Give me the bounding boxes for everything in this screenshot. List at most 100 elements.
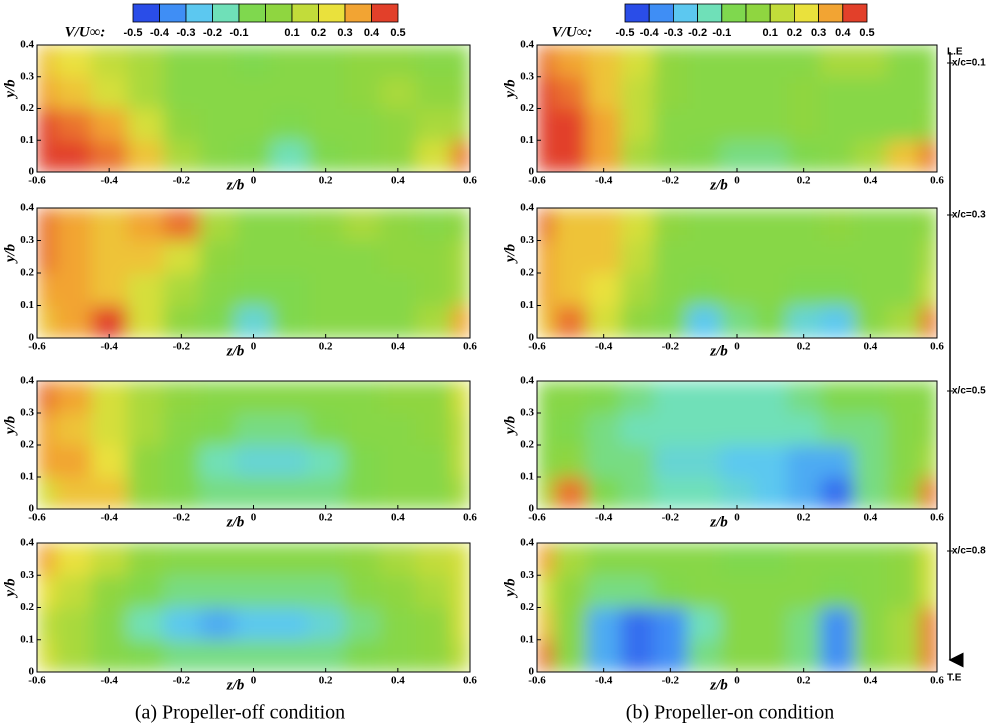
y-tick-label: 0.4 <box>20 202 34 214</box>
field-cell <box>537 140 555 173</box>
x-tick-label: 0.6 <box>930 341 944 353</box>
field-cell <box>587 445 621 478</box>
colorbar-swatch <box>624 3 650 23</box>
colorbar-tick-label: 0.2 <box>787 27 802 39</box>
field-cell <box>920 108 938 141</box>
field-cell <box>235 305 273 339</box>
field-cell <box>537 76 555 109</box>
field-cell <box>720 45 755 78</box>
field-cell <box>787 639 821 673</box>
field-cell <box>271 240 309 274</box>
field-cell <box>820 445 855 478</box>
field-cell <box>553 543 588 576</box>
y-tick-label: 0.1 <box>520 299 534 311</box>
x-tick-label: 0.4 <box>863 175 877 187</box>
field-cell <box>920 140 938 173</box>
field-cell <box>620 273 655 306</box>
field-cell <box>920 413 938 446</box>
field-cell <box>415 240 453 274</box>
field-cell <box>37 208 56 241</box>
field-cell <box>127 381 164 414</box>
colorbar-swatch <box>159 3 187 23</box>
field-cell <box>37 305 56 339</box>
x-axis-label: z/b <box>709 343 728 359</box>
field-cell <box>687 575 721 608</box>
field-cell <box>820 305 855 339</box>
x-tick-label: -0.4 <box>595 341 613 353</box>
field-cell <box>653 543 688 576</box>
colorbar-swatch <box>371 3 399 23</box>
field-cell <box>127 445 164 478</box>
field-cell <box>587 76 621 109</box>
field-cell <box>379 607 417 641</box>
field-cell <box>199 305 236 339</box>
field-cell <box>753 45 788 78</box>
field-cell <box>887 639 921 673</box>
field-cell <box>820 607 855 641</box>
field-cell <box>127 305 164 339</box>
field-cell <box>199 140 236 173</box>
field-cell <box>720 305 755 339</box>
field-cell <box>451 208 471 241</box>
contour-field <box>37 45 471 173</box>
y-tick-label: 0.3 <box>20 407 34 419</box>
field-cell <box>271 477 309 510</box>
field-cell <box>787 240 821 274</box>
field-cell <box>820 108 855 141</box>
field-cell <box>853 445 888 478</box>
field-cell <box>820 413 855 446</box>
field-cell <box>37 381 56 414</box>
field-cell <box>271 607 309 641</box>
field-cell <box>451 140 471 173</box>
field-cell <box>199 273 236 306</box>
field-cell <box>653 45 688 78</box>
y-tick-label: 0.2 <box>520 601 534 613</box>
field-cell <box>687 477 721 510</box>
field-cell <box>163 273 200 306</box>
field-cell <box>537 45 555 78</box>
field-cell <box>787 607 821 641</box>
y-axis-label: y/b <box>2 79 18 100</box>
field-cell <box>307 208 345 241</box>
colorbar-tick-label: 0.1 <box>763 27 778 39</box>
x-tick-label: 0.2 <box>319 341 333 353</box>
field-cell <box>787 575 821 608</box>
y-tick-label: 0 <box>29 666 35 678</box>
field-cell <box>687 140 721 173</box>
field-cell <box>853 140 888 173</box>
field-cell <box>307 575 345 608</box>
field-cell <box>271 208 309 241</box>
field-cell <box>753 208 788 241</box>
field-cell <box>920 639 938 673</box>
field-cell <box>553 76 588 109</box>
field-cell <box>343 273 381 306</box>
field-cell <box>37 108 56 141</box>
x-tick-label: 0.6 <box>463 675 477 687</box>
x-tick-label: 0 <box>734 341 740 353</box>
field-cell <box>235 575 273 608</box>
field-cell <box>415 607 453 641</box>
colorbar-swatch <box>318 3 346 23</box>
field-cell <box>587 413 621 446</box>
field-cell <box>451 477 471 510</box>
field-cell <box>379 413 417 446</box>
field-cell <box>91 543 128 576</box>
field-cell <box>753 477 788 510</box>
x-axis-label: z/b <box>709 177 728 193</box>
field-cell <box>920 240 938 274</box>
field-cell <box>753 273 788 306</box>
field-cell <box>235 413 273 446</box>
x-tick-label: -0.2 <box>662 512 680 524</box>
field-cell <box>199 108 236 141</box>
field-cell <box>91 305 128 339</box>
field-cell <box>620 639 655 673</box>
field-cell <box>343 413 381 446</box>
field-cell <box>55 607 92 641</box>
field-cell <box>537 639 555 673</box>
field-cell <box>887 108 921 141</box>
field-cell <box>853 240 888 274</box>
field-cell <box>820 381 855 414</box>
field-cell <box>553 108 588 141</box>
field-cell <box>553 413 588 446</box>
field-cell <box>620 543 655 576</box>
